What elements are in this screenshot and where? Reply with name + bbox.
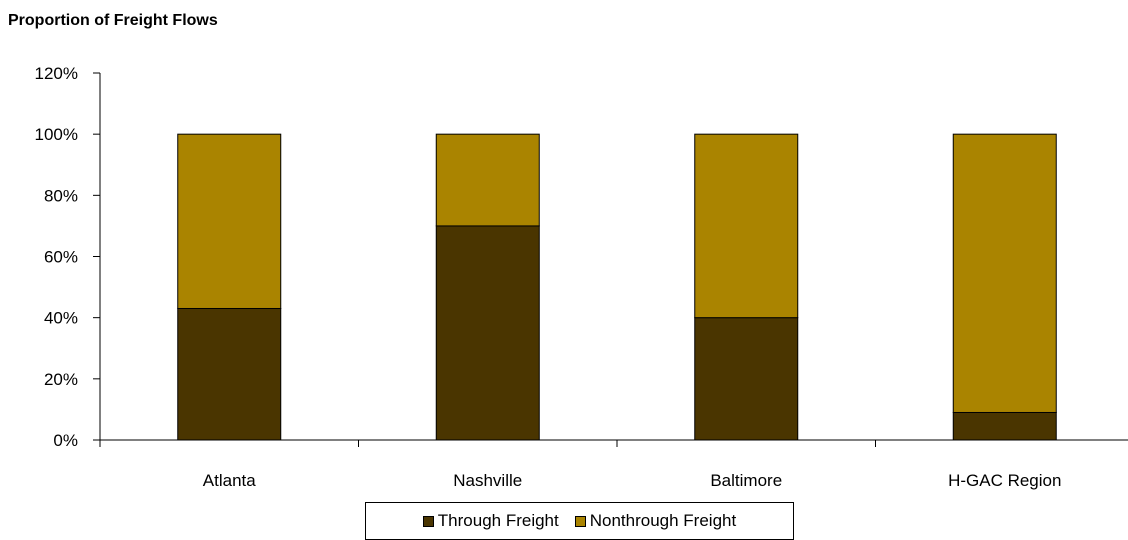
- bar-through-freight: [435, 225, 540, 441]
- y-tick-label: 0%: [53, 431, 78, 450]
- y-tick-label: 80%: [44, 186, 78, 205]
- legend-swatch: [422, 515, 434, 527]
- chart-title: Proportion of Freight Flows: [8, 12, 218, 29]
- x-tick-label: Nashville: [453, 471, 522, 490]
- y-tick-label: 40%: [44, 309, 78, 328]
- legend: Through Freight Nonthrough Freight: [365, 502, 794, 540]
- x-axis: Atlanta Nashville Baltimore H-GAC Region: [99, 439, 1128, 490]
- y-axis: 0% 20% 40% 60% 80% 100% 120%: [35, 64, 101, 450]
- bar-nonthrough-freight: [952, 133, 1057, 413]
- bar-through-freight: [177, 307, 282, 441]
- x-tick-label: H-GAC Region: [948, 471, 1061, 490]
- legend-swatch: [574, 515, 586, 527]
- legend-label: Nonthrough Freight: [589, 511, 737, 530]
- y-tick-label: 60%: [44, 248, 78, 267]
- bar-through-freight: [952, 411, 1057, 441]
- bars: [177, 133, 1057, 441]
- legend-item: Through Freight: [422, 511, 559, 531]
- bar-nonthrough-freight: [435, 133, 540, 227]
- bar-nonthrough-freight: [694, 133, 799, 319]
- x-tick-label: Atlanta: [203, 471, 256, 490]
- x-tick-label: Baltimore: [710, 471, 782, 490]
- y-tick-label: 100%: [35, 125, 78, 144]
- y-tick-label: 120%: [35, 64, 78, 83]
- legend-item: Nonthrough Freight: [574, 511, 737, 531]
- bar-nonthrough-freight: [177, 133, 282, 309]
- legend-label: Through Freight: [437, 511, 559, 530]
- bar-through-freight: [694, 317, 799, 441]
- chart-area: 0% 20% 40% 60% 80% 100% 120% Atlanta Nashville B…: [35, 64, 1128, 490]
- y-tick-label: 20%: [44, 370, 78, 389]
